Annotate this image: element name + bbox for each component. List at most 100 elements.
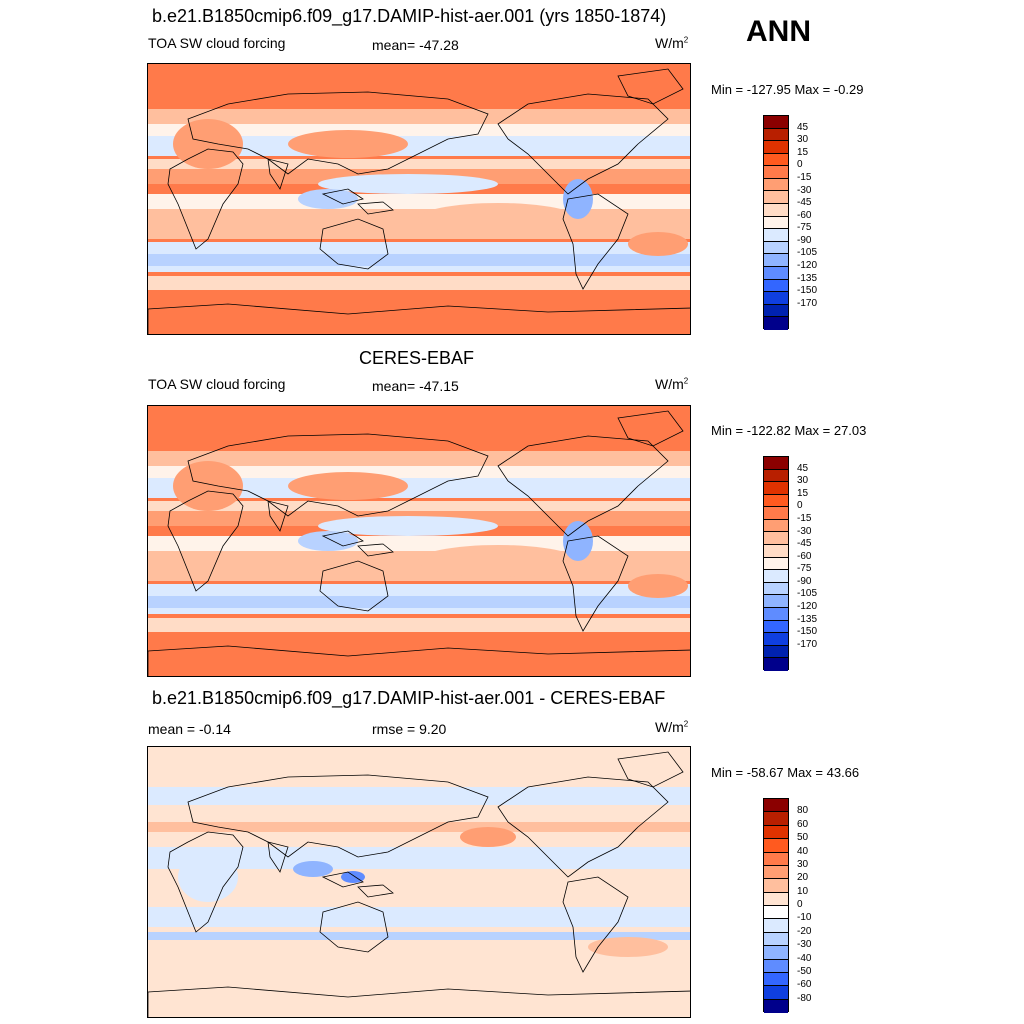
- colorbar-tick-label: -50: [797, 965, 812, 977]
- colorbar-swatch: [764, 532, 788, 546]
- panel-3-colorbar: [763, 798, 789, 1013]
- colorbar-tick-label: 45: [797, 121, 809, 133]
- colorbar-swatch: [764, 482, 788, 495]
- colorbar-swatch: [764, 570, 788, 583]
- colorbar-tick-label: 50: [797, 832, 809, 844]
- colorbar-swatch: [764, 607, 788, 621]
- colorbar-swatch: [764, 116, 788, 129]
- colorbar-tick-label: -60: [797, 209, 812, 221]
- panel-2-title: CERES-EBAF: [359, 348, 475, 368]
- panel-3-minmax: Min = -58.67 Max = 43.66: [711, 765, 860, 780]
- panel-3-map: [147, 746, 691, 1018]
- colorbar-tick-label: -135: [797, 613, 818, 625]
- colorbar-swatch: [764, 292, 788, 305]
- colorbar-tick-label: -105: [797, 588, 818, 600]
- colorbar-tick-label: -45: [797, 538, 812, 550]
- colorbar-swatch: [764, 658, 788, 671]
- colorbar-swatch: [764, 825, 788, 840]
- map-field: [148, 747, 690, 1017]
- colorbar-tick-label: 15: [797, 146, 809, 158]
- panel-1-units: W/m2: [655, 35, 689, 51]
- colorbar-swatch: [764, 919, 788, 933]
- colorbar-swatch: [764, 892, 788, 906]
- colorbar-swatch: [764, 141, 788, 154]
- colorbar-tick-label: 0: [797, 159, 803, 171]
- colorbar-swatch: [764, 557, 788, 571]
- colorbar-swatch: [764, 620, 788, 634]
- colorbar-swatch: [764, 852, 788, 866]
- colorbar-swatch: [764, 595, 788, 608]
- panel-1-title: b.e21.B1850cmip6.f09_g17.DAMIP-hist-aer.…: [152, 6, 667, 26]
- colorbar-swatch: [764, 469, 788, 483]
- colorbar-tick-label: 20: [797, 872, 809, 884]
- colorbar-tick-label: -60: [797, 979, 812, 991]
- colorbar-tick-label: -20: [797, 925, 812, 937]
- colorbar-swatch: [764, 999, 788, 1013]
- colorbar-swatch: [764, 865, 788, 880]
- season-label: ANN: [746, 15, 811, 48]
- panel-2-variable-label: TOA SW cloud forcing: [148, 376, 286, 392]
- colorbar-swatch: [764, 128, 788, 142]
- colorbar-swatch: [764, 494, 788, 508]
- colorbar-swatch: [764, 545, 788, 558]
- colorbar-tick-label: 30: [797, 475, 809, 487]
- colorbar-tick-label: -90: [797, 575, 812, 587]
- colorbar-swatch: [764, 519, 788, 533]
- colorbar-tick-label: -80: [797, 992, 812, 1004]
- colorbar-swatch: [764, 812, 788, 826]
- panel-2-units: W/m2: [655, 376, 689, 392]
- panel-2-minmax: Min = -122.82 Max = 27.03: [711, 423, 867, 438]
- colorbar-tick-label: -30: [797, 525, 812, 537]
- colorbar-swatch: [764, 266, 788, 280]
- colorbar-tick-label: -120: [797, 260, 818, 272]
- map-field: [148, 64, 690, 334]
- colorbar-tick-label: -15: [797, 512, 812, 524]
- panel-3-rmse-label: rmse = 9.20: [372, 721, 447, 737]
- colorbar-tick-label: -60: [797, 550, 812, 562]
- colorbar-tick-label: -150: [797, 285, 818, 297]
- colorbar-tick-label: 10: [797, 885, 809, 897]
- colorbar-swatch: [764, 254, 788, 267]
- colorbar-tick-label: -150: [797, 626, 818, 638]
- colorbar-swatch: [764, 216, 788, 230]
- panel-1-mean-label: mean= -47.28: [372, 37, 459, 53]
- colorbar-swatch: [764, 241, 788, 255]
- colorbar-tick-label: -15: [797, 171, 812, 183]
- colorbar-swatch: [764, 906, 788, 920]
- colorbar-swatch: [764, 633, 788, 646]
- panel-3-units: W/m2: [655, 719, 689, 735]
- colorbar-tick-label: 40: [797, 845, 809, 857]
- colorbar-tick-label: -30: [797, 939, 812, 951]
- colorbar-tick-label: -75: [797, 563, 812, 575]
- colorbar-swatch: [764, 153, 788, 167]
- panel-1-variable-label: TOA SW cloud forcing: [148, 35, 286, 51]
- colorbar-swatch: [764, 932, 788, 947]
- panel-1-colorbar: [763, 115, 789, 330]
- colorbar-swatch: [764, 582, 788, 596]
- colorbar-swatch: [764, 507, 788, 520]
- colorbar-swatch: [764, 986, 788, 1000]
- colorbar-tick-label: -45: [797, 197, 812, 209]
- colorbar-swatch: [764, 304, 788, 318]
- map-field: [148, 406, 690, 676]
- colorbar-tick-label: -10: [797, 912, 812, 924]
- colorbar-tick-label: -90: [797, 234, 812, 246]
- colorbar-swatch: [764, 839, 788, 853]
- colorbar-tick-label: 30: [797, 858, 809, 870]
- colorbar-swatch: [764, 959, 788, 973]
- colorbar-tick-label: -75: [797, 222, 812, 234]
- colorbar-swatch: [764, 972, 788, 987]
- colorbar-swatch: [764, 645, 788, 659]
- panel-2-map: [147, 405, 691, 677]
- panel-3-title: b.e21.B1850cmip6.f09_g17.DAMIP-hist-aer.…: [152, 688, 666, 708]
- colorbar-tick-label: 15: [797, 487, 809, 499]
- colorbar-swatch: [764, 879, 788, 893]
- colorbar-swatch: [764, 204, 788, 217]
- panel-1-map: [147, 63, 691, 335]
- colorbar-swatch: [764, 166, 788, 179]
- colorbar-tick-label: 0: [797, 899, 803, 910]
- colorbar-tick-label: 60: [797, 818, 809, 830]
- colorbar-swatch: [764, 317, 788, 330]
- colorbar-tick-label: -170: [797, 297, 818, 309]
- colorbar-swatch: [764, 229, 788, 242]
